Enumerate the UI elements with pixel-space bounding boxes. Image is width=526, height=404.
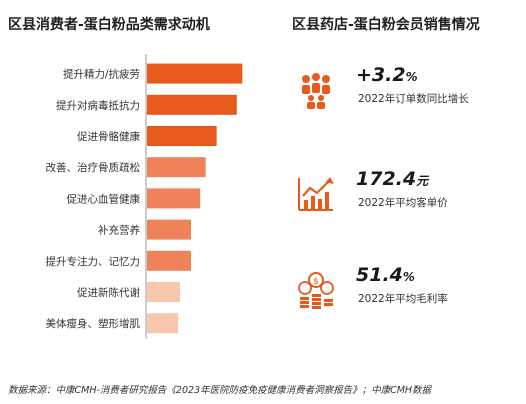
category-label: 美体瘦身、塑形增肌 xyxy=(46,317,141,330)
left-panel-title: 区县消费者-蛋白粉品类需求动机 xyxy=(8,17,210,33)
bar xyxy=(147,313,179,334)
stat-desc: 2022年平均毛利率 xyxy=(358,293,448,305)
stat-order-growth: +3.2% 2022年订单数同比增长 xyxy=(296,62,516,122)
data-source-note: 数据来源：中康CMH-消费者研究报告《2023年医院防疫免疫健康消费者洞察报告》… xyxy=(8,385,432,396)
stat-desc: 2022年平均客单价 xyxy=(358,197,448,209)
bar xyxy=(147,126,217,146)
right-panel-title: 区县药店-蛋白粉会员销售情况 xyxy=(292,17,480,33)
coins-icon: $ xyxy=(298,272,334,309)
category-label: 促进骨骼健康 xyxy=(77,130,140,143)
stat-unit: 元 xyxy=(416,174,429,188)
bar xyxy=(147,157,206,178)
category-label: 提升精力/抗疲劳 xyxy=(63,68,140,81)
growth-chart-icon xyxy=(298,177,334,211)
bar xyxy=(147,282,180,302)
category-label: 提升对病毒抵抗力 xyxy=(56,99,140,112)
category-label: 补充营养 xyxy=(98,224,140,237)
bar xyxy=(147,219,191,240)
svg-text:$: $ xyxy=(313,277,319,287)
stat-gross-margin: $ 51.4% 2022年平均毛利率 xyxy=(296,262,516,322)
bar xyxy=(147,250,191,271)
stat-desc: 2022年订单数同比增长 xyxy=(358,93,469,105)
stat-unit: % xyxy=(402,270,415,284)
category-label: 提升专注力、记忆力 xyxy=(46,255,141,268)
bar xyxy=(147,63,243,84)
stat-value: 51.4% xyxy=(356,264,415,286)
demand-motive-bar-chart: 提升精力/抗疲劳提升对病毒抵抗力促进骨骼健康改善、治疗骨质疏松促进心血管健康补充… xyxy=(46,54,243,339)
stat-value: 172.4元 xyxy=(356,168,429,190)
bar xyxy=(147,188,201,209)
category-label: 促进新陈代谢 xyxy=(77,286,140,299)
bar xyxy=(147,94,237,115)
category-label: 促进心血管健康 xyxy=(67,192,141,205)
stat-unit: % xyxy=(405,70,418,84)
stat-avg-order-value: 172.4元 2022年平均客单价 xyxy=(296,166,516,226)
people-icon xyxy=(302,73,330,109)
stat-value: +3.2% xyxy=(356,64,418,86)
category-label: 改善、治疗骨质疏松 xyxy=(46,161,141,174)
